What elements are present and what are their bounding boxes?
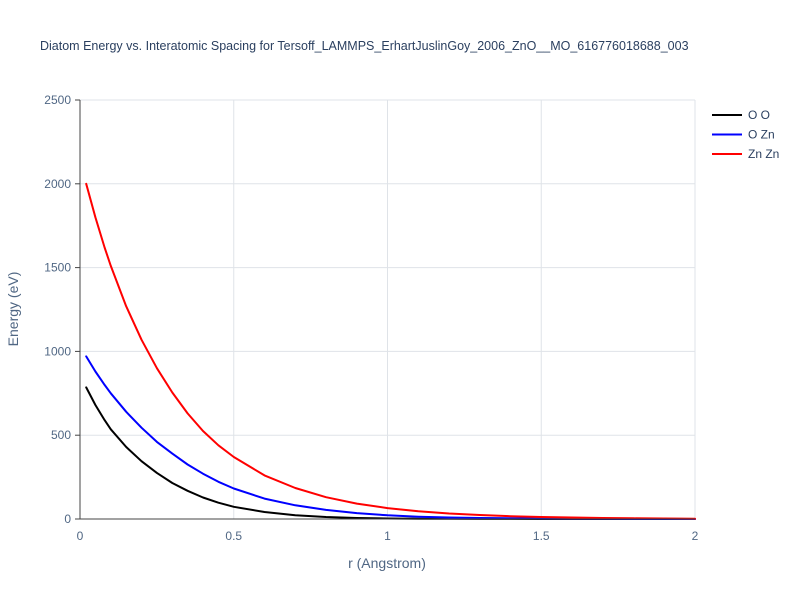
legend-label: O Zn	[748, 128, 775, 142]
chart-title: Diatom Energy vs. Interatomic Spacing fo…	[40, 39, 689, 53]
x-tick-label: 1.5	[533, 529, 550, 543]
series-line-zn-zn	[85, 182, 696, 520]
y-tick-label: 0	[64, 512, 71, 526]
y-axis-title: Energy (eV)	[5, 272, 21, 347]
y-tick-label: 1000	[44, 344, 71, 358]
grid	[80, 99, 696, 519]
axes: 0 0.5 1 1.5 2 0 500 1000 1500 2000 2500	[44, 93, 698, 543]
y-tick-label: 2500	[44, 93, 71, 107]
legend: O O O Zn Zn Zn	[712, 108, 779, 161]
legend-label: Zn Zn	[748, 147, 779, 161]
x-tick-label: 1	[384, 529, 391, 543]
y-tick-label: 500	[51, 428, 71, 442]
x-axis-title: r (Angstrom)	[348, 555, 426, 571]
x-tick-label: 0	[77, 529, 84, 543]
legend-label: O O	[748, 108, 770, 122]
x-tick-label: 2	[692, 529, 699, 543]
y-tick-label: 1500	[44, 261, 71, 275]
x-tick-label: 0.5	[225, 529, 242, 543]
y-tick-label: 2000	[44, 177, 71, 191]
